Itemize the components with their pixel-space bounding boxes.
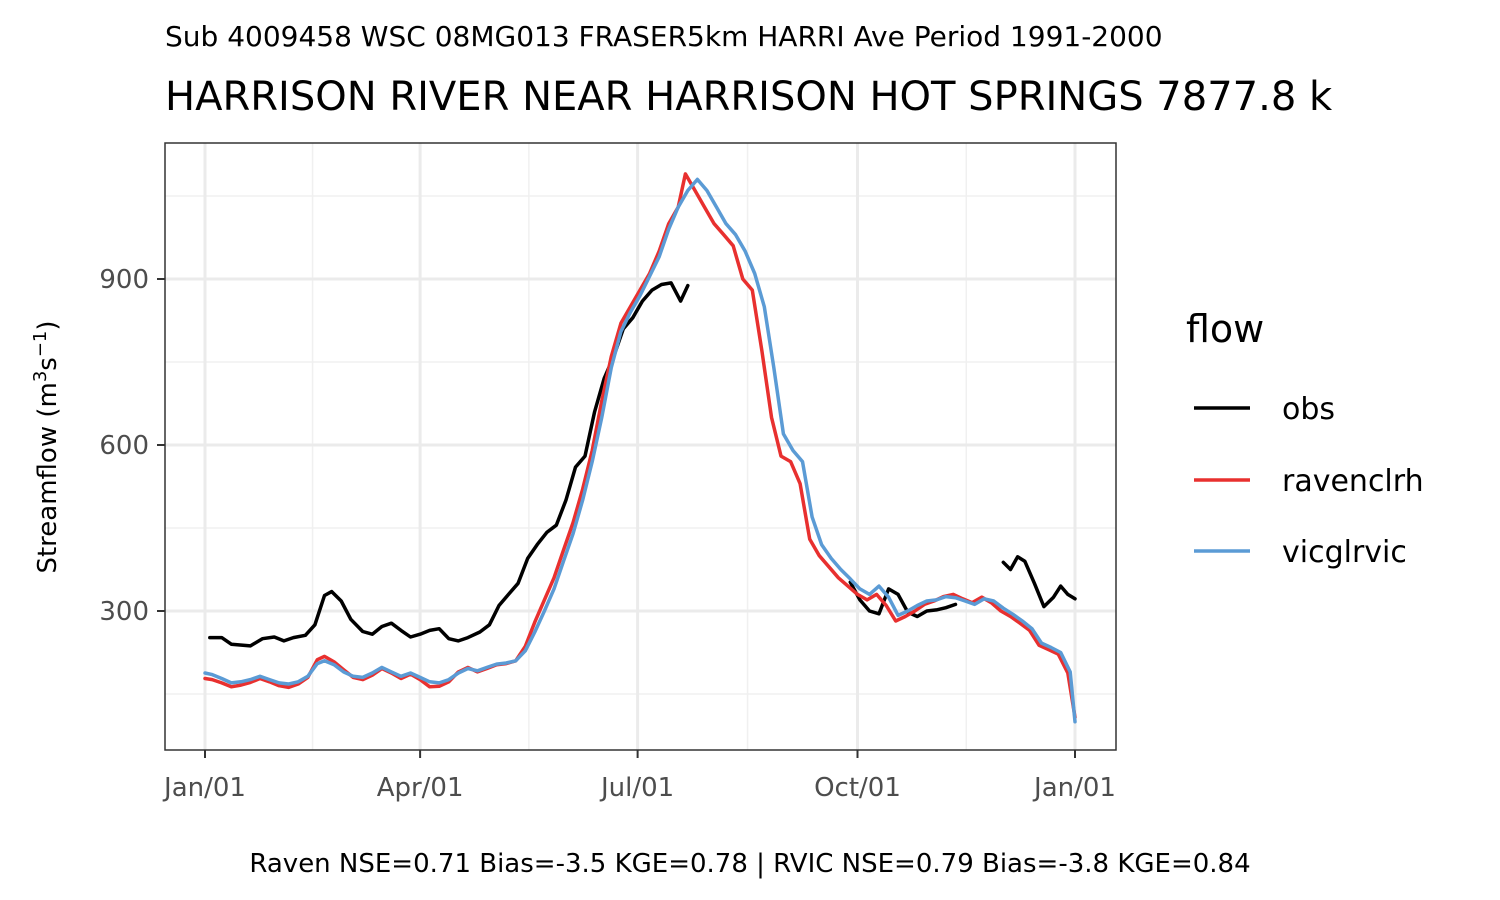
plot-area: Jan/01 Apr/01 Jul/01 Oct/01 Jan/01 300 600 900 [99,142,1117,803]
x-tick-label: Oct/01 [814,773,901,803]
legend: obs ravenclrh vicglrvic [1194,392,1424,570]
y-tick-label: 600 [99,431,149,461]
metrics-caption: Raven NSE=0.71 Bias=-3.5 KGE=0.78 | RVIC… [249,849,1250,879]
plot-border [164,142,1117,751]
series-line-obs [848,580,958,619]
legend-label-ravenclrh: ravenclrh [1282,464,1424,499]
legend-title: flow [1186,307,1264,351]
y-axis-label: Streamflow (m3s−1) [30,320,63,573]
series-line-obs [1001,555,1077,609]
x-tick-label: Apr/01 [377,773,464,803]
y-tick-label: 300 [99,597,149,627]
y-tick-label: 900 [99,265,149,295]
x-tick-label: Jan/01 [162,773,246,803]
series-line-vicglrvic [203,177,1077,724]
series-lines [203,172,1077,724]
chart-title: HARRISON RIVER NEAR HARRISON HOT SPRINGS… [165,74,1333,120]
x-tick-label: Jan/01 [1032,773,1116,803]
x-tick-label: Jul/01 [599,773,674,803]
legend-label-obs: obs [1282,392,1335,427]
chart-subtitle: Sub 4009458 WSC 08MG013 FRASER5km HARRI … [165,20,1163,53]
legend-label-vicglrvic: vicglrvic [1282,535,1407,570]
